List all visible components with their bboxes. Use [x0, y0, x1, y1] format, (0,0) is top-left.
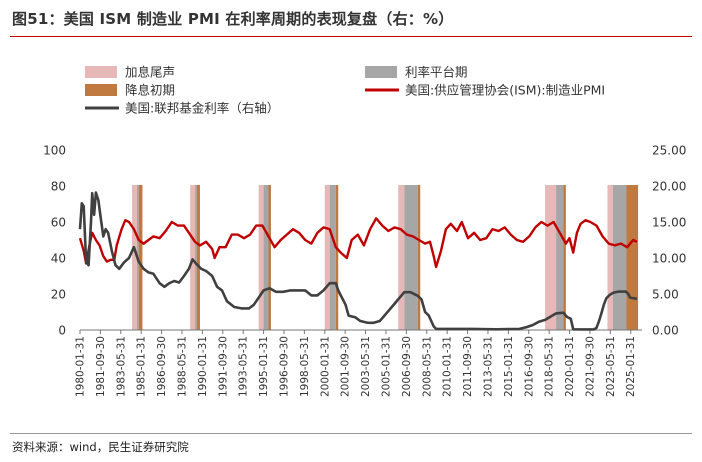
- shaded-period-hike: [607, 185, 613, 330]
- ism-pmi-line: [78, 217, 638, 269]
- legend-item: 利率平台期: [365, 65, 468, 80]
- y-left-tick-label: 20: [51, 288, 66, 302]
- shaded-period-cut: [138, 185, 143, 330]
- legend-item: 加息尾声: [85, 65, 175, 80]
- y-right-tick-label: 5.00: [652, 288, 679, 302]
- shaded-period-plateau: [329, 185, 336, 330]
- chart-axes: 0 20 40 60 80 100 0.00 5.00 10.00 15.00 20.00 25.00…: [43, 144, 686, 398]
- shaded-period-plateau: [195, 185, 197, 330]
- shaded-period-plateau: [263, 185, 269, 330]
- x-tick-label: 2001-09-30: [340, 336, 352, 397]
- x-tick-label: 2025-01-31: [625, 336, 637, 397]
- y-right-tick-label: 0.00: [652, 324, 679, 338]
- shaded-period-hike: [398, 185, 405, 330]
- shaded-period-cut: [268, 185, 271, 330]
- y-right-tick-label: 15.00: [652, 216, 686, 230]
- x-tick-label: 1995-01-31: [258, 336, 270, 397]
- legend-label: 美国:供应管理协会(ISM):制造业PMI: [405, 83, 605, 98]
- legend-label: 加息尾声: [125, 65, 175, 80]
- x-tick-label: 2013-05-31: [482, 336, 494, 397]
- y-right-tick-label: 25.00: [652, 144, 686, 158]
- title-divider: [10, 36, 692, 37]
- x-tick-label: 1983-05-31: [115, 336, 127, 397]
- x-tick-label: 1990-01-31: [197, 336, 209, 397]
- fed-funds-rate-line: [78, 191, 638, 331]
- shaded-period-plateau: [404, 185, 418, 330]
- legend-item: 美国:联邦基金利率（右轴）: [85, 101, 279, 116]
- legend-swatch: [85, 84, 117, 96]
- x-tick-label: 2023-05-31: [605, 336, 617, 397]
- legend-item: 降息初期: [85, 83, 175, 98]
- x-tick-label: 2000-01-31: [319, 336, 331, 397]
- x-tick-label: 2018-05-31: [544, 336, 556, 397]
- data-source: 资料来源：wind，民生证券研究院: [12, 440, 189, 454]
- x-tick-label: 1998-05-31: [299, 336, 311, 397]
- shaded-period-plateau: [556, 185, 564, 330]
- x-tick-label: 2016-09-30: [523, 336, 535, 397]
- chart-title: 图51：美国 ISM 制造业 PMI 在利率周期的表现复盘（右：%）: [12, 10, 454, 28]
- shaded-period-hike: [324, 185, 330, 330]
- shaded-period-plateau: [612, 185, 627, 330]
- x-tick-label: 2003-05-31: [360, 336, 372, 397]
- x-tick-label: 1993-05-31: [238, 336, 250, 397]
- x-tick-label: 1985-01-31: [136, 336, 148, 397]
- y-left-tick-label: 0: [58, 324, 66, 338]
- x-tick-label: 2010-01-31: [442, 336, 454, 397]
- x-tick-label: 1996-09-30: [278, 336, 290, 397]
- y-left-tick-label: 60: [51, 216, 66, 230]
- shaded-period-cut: [417, 185, 421, 330]
- x-tick-label: 1980-01-31: [75, 336, 87, 397]
- shaded-period-cut: [335, 185, 339, 330]
- legend-item: 美国:供应管理协会(ISM):制造业PMI: [365, 83, 605, 98]
- y-left-tick-label: 100: [43, 144, 66, 158]
- x-tick-label: 1986-09-30: [156, 336, 168, 397]
- shaded-period-cut: [196, 185, 200, 330]
- chart-series: [78, 191, 638, 331]
- legend-label: 降息初期: [125, 83, 175, 98]
- legend-swatch: [85, 66, 117, 78]
- shaded-period-hike: [545, 185, 557, 330]
- x-tick-label: 2015-01-31: [503, 336, 515, 397]
- shaded-period-hike: [190, 185, 196, 330]
- x-tick-label: 2020-01-31: [564, 336, 576, 397]
- shaded-period-hike: [258, 185, 264, 330]
- y-left-tick-label: 40: [51, 252, 66, 266]
- rate-cycle-bands: [132, 185, 639, 330]
- x-tick-label: 2008-05-31: [421, 336, 433, 397]
- x-tick-label: 1988-05-31: [176, 336, 188, 397]
- footer-divider: [10, 433, 692, 434]
- y-right-tick-label: 10.00: [652, 252, 686, 266]
- shaded-period-cut: [563, 185, 566, 330]
- legend-label: 利率平台期: [405, 65, 468, 80]
- x-tick-label: 2006-09-30: [401, 336, 413, 397]
- shaded-period-cut: [626, 185, 639, 330]
- x-tick-label: 1991-09-30: [217, 336, 229, 397]
- y-right-tick-label: 20.00: [652, 180, 686, 194]
- legend-swatch: [365, 66, 397, 78]
- x-tick-label: 2021-09-30: [584, 336, 596, 397]
- legend-label: 美国:联邦基金利率（右轴）: [125, 101, 279, 116]
- x-tick-label: 2005-01-31: [380, 336, 392, 397]
- y-left-tick-label: 80: [51, 180, 66, 194]
- shaded-period-hike: [132, 185, 137, 330]
- x-tick-label: 1981-09-30: [95, 336, 107, 397]
- x-tick-label: 2011-09-30: [462, 336, 474, 397]
